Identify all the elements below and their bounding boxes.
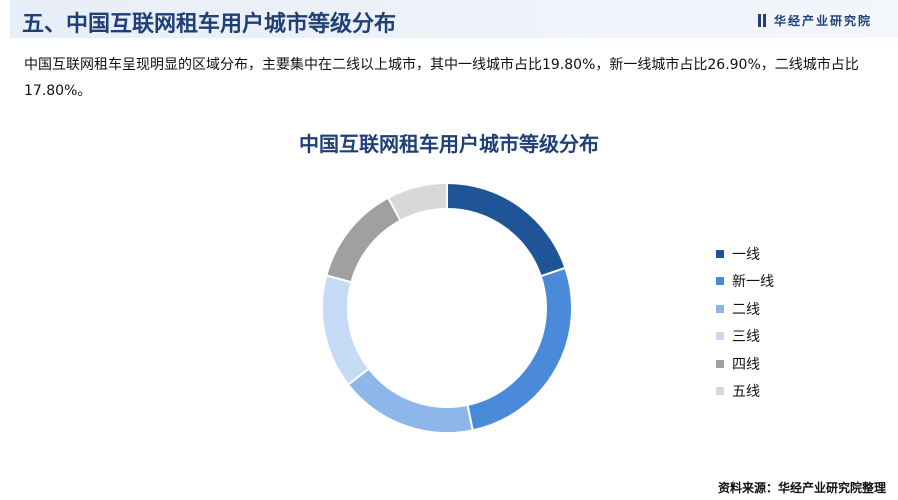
legend-item: 五线 xyxy=(716,378,774,406)
legend-item: 四线 xyxy=(716,350,774,378)
legend-label: 一线 xyxy=(732,246,760,263)
legend-label: 二线 xyxy=(732,301,760,318)
legend-swatch xyxy=(716,304,724,313)
header-bar xyxy=(10,0,898,38)
legend-swatch xyxy=(716,359,724,368)
legend-item: 二线 xyxy=(716,295,774,323)
legend-label: 三线 xyxy=(732,329,760,346)
legend-swatch xyxy=(716,249,724,258)
legend-swatch xyxy=(716,277,724,286)
brand: 华经产业研究院 xyxy=(757,12,872,29)
donut-slice-5 xyxy=(386,181,448,223)
brand-name: 华经产业研究院 xyxy=(773,14,872,28)
legend-label: 五线 xyxy=(732,384,760,401)
donut-slice-3 xyxy=(321,274,371,387)
source-note: 资料来源：华经产业研究院整理 xyxy=(717,481,886,495)
legend-swatch xyxy=(716,332,724,341)
legend-item: 新一线 xyxy=(716,268,774,296)
brand-logo-icon xyxy=(757,14,766,27)
description: 中国互联网租车呈现明显的区域分布，主要集中在二线以上城市，其中一线城市占比19.… xyxy=(24,57,859,99)
donut-slice-4 xyxy=(325,196,402,284)
legend-swatch xyxy=(716,387,724,396)
legend-item: 一线 xyxy=(716,240,774,268)
donut-slice-0 xyxy=(446,181,567,278)
legend-label: 新一线 xyxy=(732,274,774,291)
donut-slice-1 xyxy=(466,266,573,432)
legend: 一线新一线二线三线四线五线 xyxy=(716,240,774,405)
legend-item: 三线 xyxy=(716,323,774,351)
legend-label: 四线 xyxy=(732,356,760,373)
chart-title: 中国互联网租车用户城市等级分布 xyxy=(299,132,599,156)
page-title: 五、中国互联网租车用户城市等级分布 xyxy=(22,12,397,37)
donut-slice-2 xyxy=(346,367,474,434)
